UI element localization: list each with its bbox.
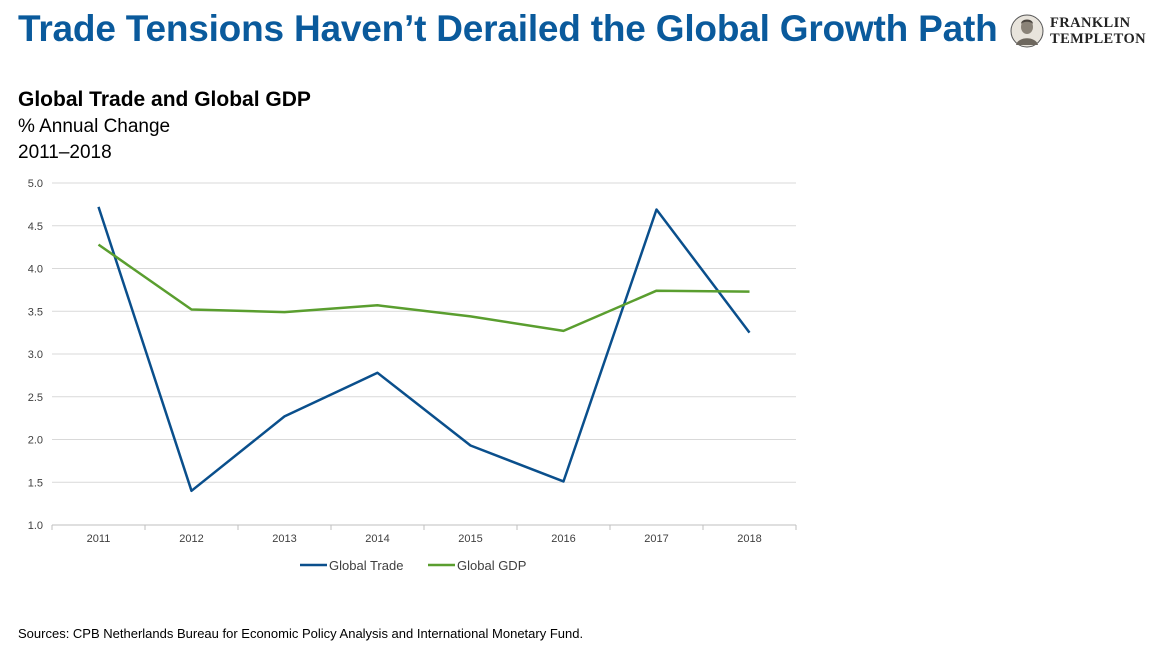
y-tick-label: 4.0 bbox=[28, 264, 43, 276]
franklin-portrait-icon bbox=[1010, 14, 1044, 48]
chart-period: 2011–2018 bbox=[18, 142, 112, 163]
page-headline: Trade Tensions Haven’t Derailed the Glob… bbox=[18, 8, 998, 49]
y-tick-label: 3.5 bbox=[28, 306, 43, 318]
y-tick-label: 2.0 bbox=[28, 435, 43, 447]
legend-label-global-trade: Global Trade bbox=[329, 558, 403, 573]
y-tick-label: 1.5 bbox=[28, 477, 43, 489]
logo-line-1: FRANKLIN bbox=[1050, 15, 1131, 31]
logo-line-2: TEMPLETON bbox=[1050, 31, 1146, 47]
chart-subtitle: % Annual Change bbox=[18, 116, 171, 137]
series-line-global-gdp bbox=[97, 243, 750, 333]
x-tick-label: 2011 bbox=[87, 533, 111, 545]
x-tick-label: 2016 bbox=[551, 533, 575, 545]
x-tick-label: 2015 bbox=[458, 533, 482, 545]
legend-label-global-gdp: Global GDP bbox=[457, 558, 526, 573]
x-tick-label: 2017 bbox=[644, 533, 668, 545]
y-tick-label: 3.0 bbox=[28, 349, 43, 361]
source-note: Sources: CPB Netherlands Bureau for Econ… bbox=[18, 626, 584, 641]
series-line-global-trade bbox=[97, 206, 751, 493]
x-tick-label: 2012 bbox=[179, 533, 203, 545]
y-tick-label: 5.0 bbox=[28, 178, 43, 190]
franklin-templeton-logo: FRANKLIN TEMPLETON bbox=[1010, 14, 1155, 48]
chart-title: Global Trade and Global GDP bbox=[18, 88, 311, 111]
x-tick-label: 2014 bbox=[365, 533, 389, 545]
y-tick-label: 1.0 bbox=[28, 520, 43, 532]
x-tick-label: 2018 bbox=[737, 533, 761, 545]
line-chart: 5.0 4.5 4.0 3.5 3.0 2.5 2.0 1.5 1.0 2011 2012 2013 2… bbox=[28, 178, 797, 573]
y-tick-label: 4.5 bbox=[28, 221, 43, 233]
y-tick-label: 2.5 bbox=[28, 392, 43, 404]
x-tick-label: 2013 bbox=[272, 533, 296, 545]
